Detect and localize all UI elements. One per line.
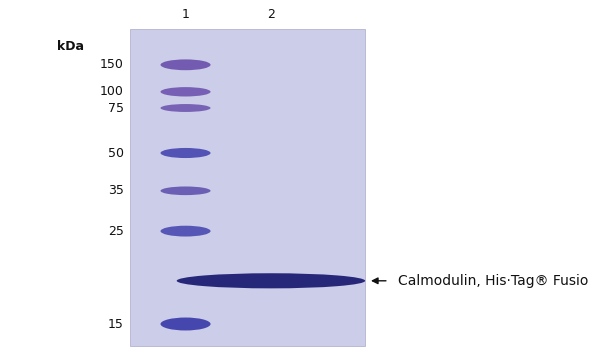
Ellipse shape	[160, 226, 211, 237]
Text: 100: 100	[100, 85, 124, 98]
Text: 15: 15	[108, 318, 124, 330]
Text: 50: 50	[108, 147, 124, 159]
Ellipse shape	[177, 273, 365, 288]
Ellipse shape	[160, 186, 211, 195]
Ellipse shape	[160, 318, 211, 330]
Text: 150: 150	[100, 58, 124, 71]
FancyArrowPatch shape	[372, 278, 386, 284]
Ellipse shape	[160, 59, 211, 70]
Text: 1: 1	[181, 8, 190, 21]
Text: Calmodulin, His·Tag® Fusion: Calmodulin, His·Tag® Fusion	[398, 274, 589, 288]
Ellipse shape	[160, 148, 211, 158]
Text: 35: 35	[108, 184, 124, 197]
Ellipse shape	[160, 104, 211, 112]
Text: kDa: kDa	[57, 40, 84, 53]
Text: 25: 25	[108, 225, 124, 238]
Text: 75: 75	[108, 102, 124, 114]
Bar	[130, 29, 365, 346]
Ellipse shape	[160, 87, 211, 96]
Text: 2: 2	[267, 8, 275, 21]
